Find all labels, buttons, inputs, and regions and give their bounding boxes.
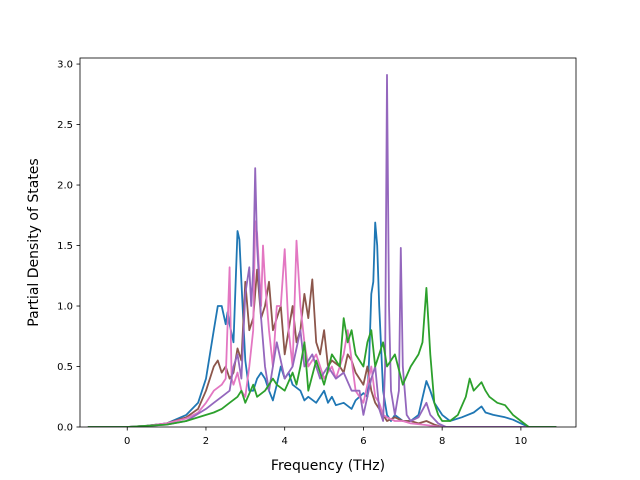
x-axis-ticks: 0 2 4 6 8 10 xyxy=(124,427,527,447)
y-tick-label: 0.0 xyxy=(57,423,73,434)
x-tick-label: 8 xyxy=(439,436,445,447)
y-axis-label: Partial Density of States xyxy=(26,158,42,326)
y-tick-label: 2.5 xyxy=(57,120,73,131)
y-tick-label: 1.5 xyxy=(57,241,73,252)
y-tick-label: 1.0 xyxy=(57,302,73,313)
x-tick-label: 10 xyxy=(515,436,528,447)
y-axis-ticks: 0.0 0.5 1.0 1.5 2.0 2.5 3.0 xyxy=(57,60,80,434)
y-tick-label: 0.5 xyxy=(57,362,73,373)
x-axis-label: Frequency (THz) xyxy=(271,458,385,474)
y-tick-label: 3.0 xyxy=(57,60,73,71)
y-tick-label: 2.0 xyxy=(57,181,73,192)
series-line-5 xyxy=(87,286,557,427)
plot-frame xyxy=(79,57,577,428)
series-layer xyxy=(87,74,557,427)
x-tick-label: 2 xyxy=(203,436,209,447)
x-tick-label: 4 xyxy=(282,436,288,447)
x-tick-label: 0 xyxy=(124,436,130,447)
x-tick-label: 6 xyxy=(360,436,366,447)
series-line-3 xyxy=(87,220,557,427)
series-line-4 xyxy=(87,74,557,427)
